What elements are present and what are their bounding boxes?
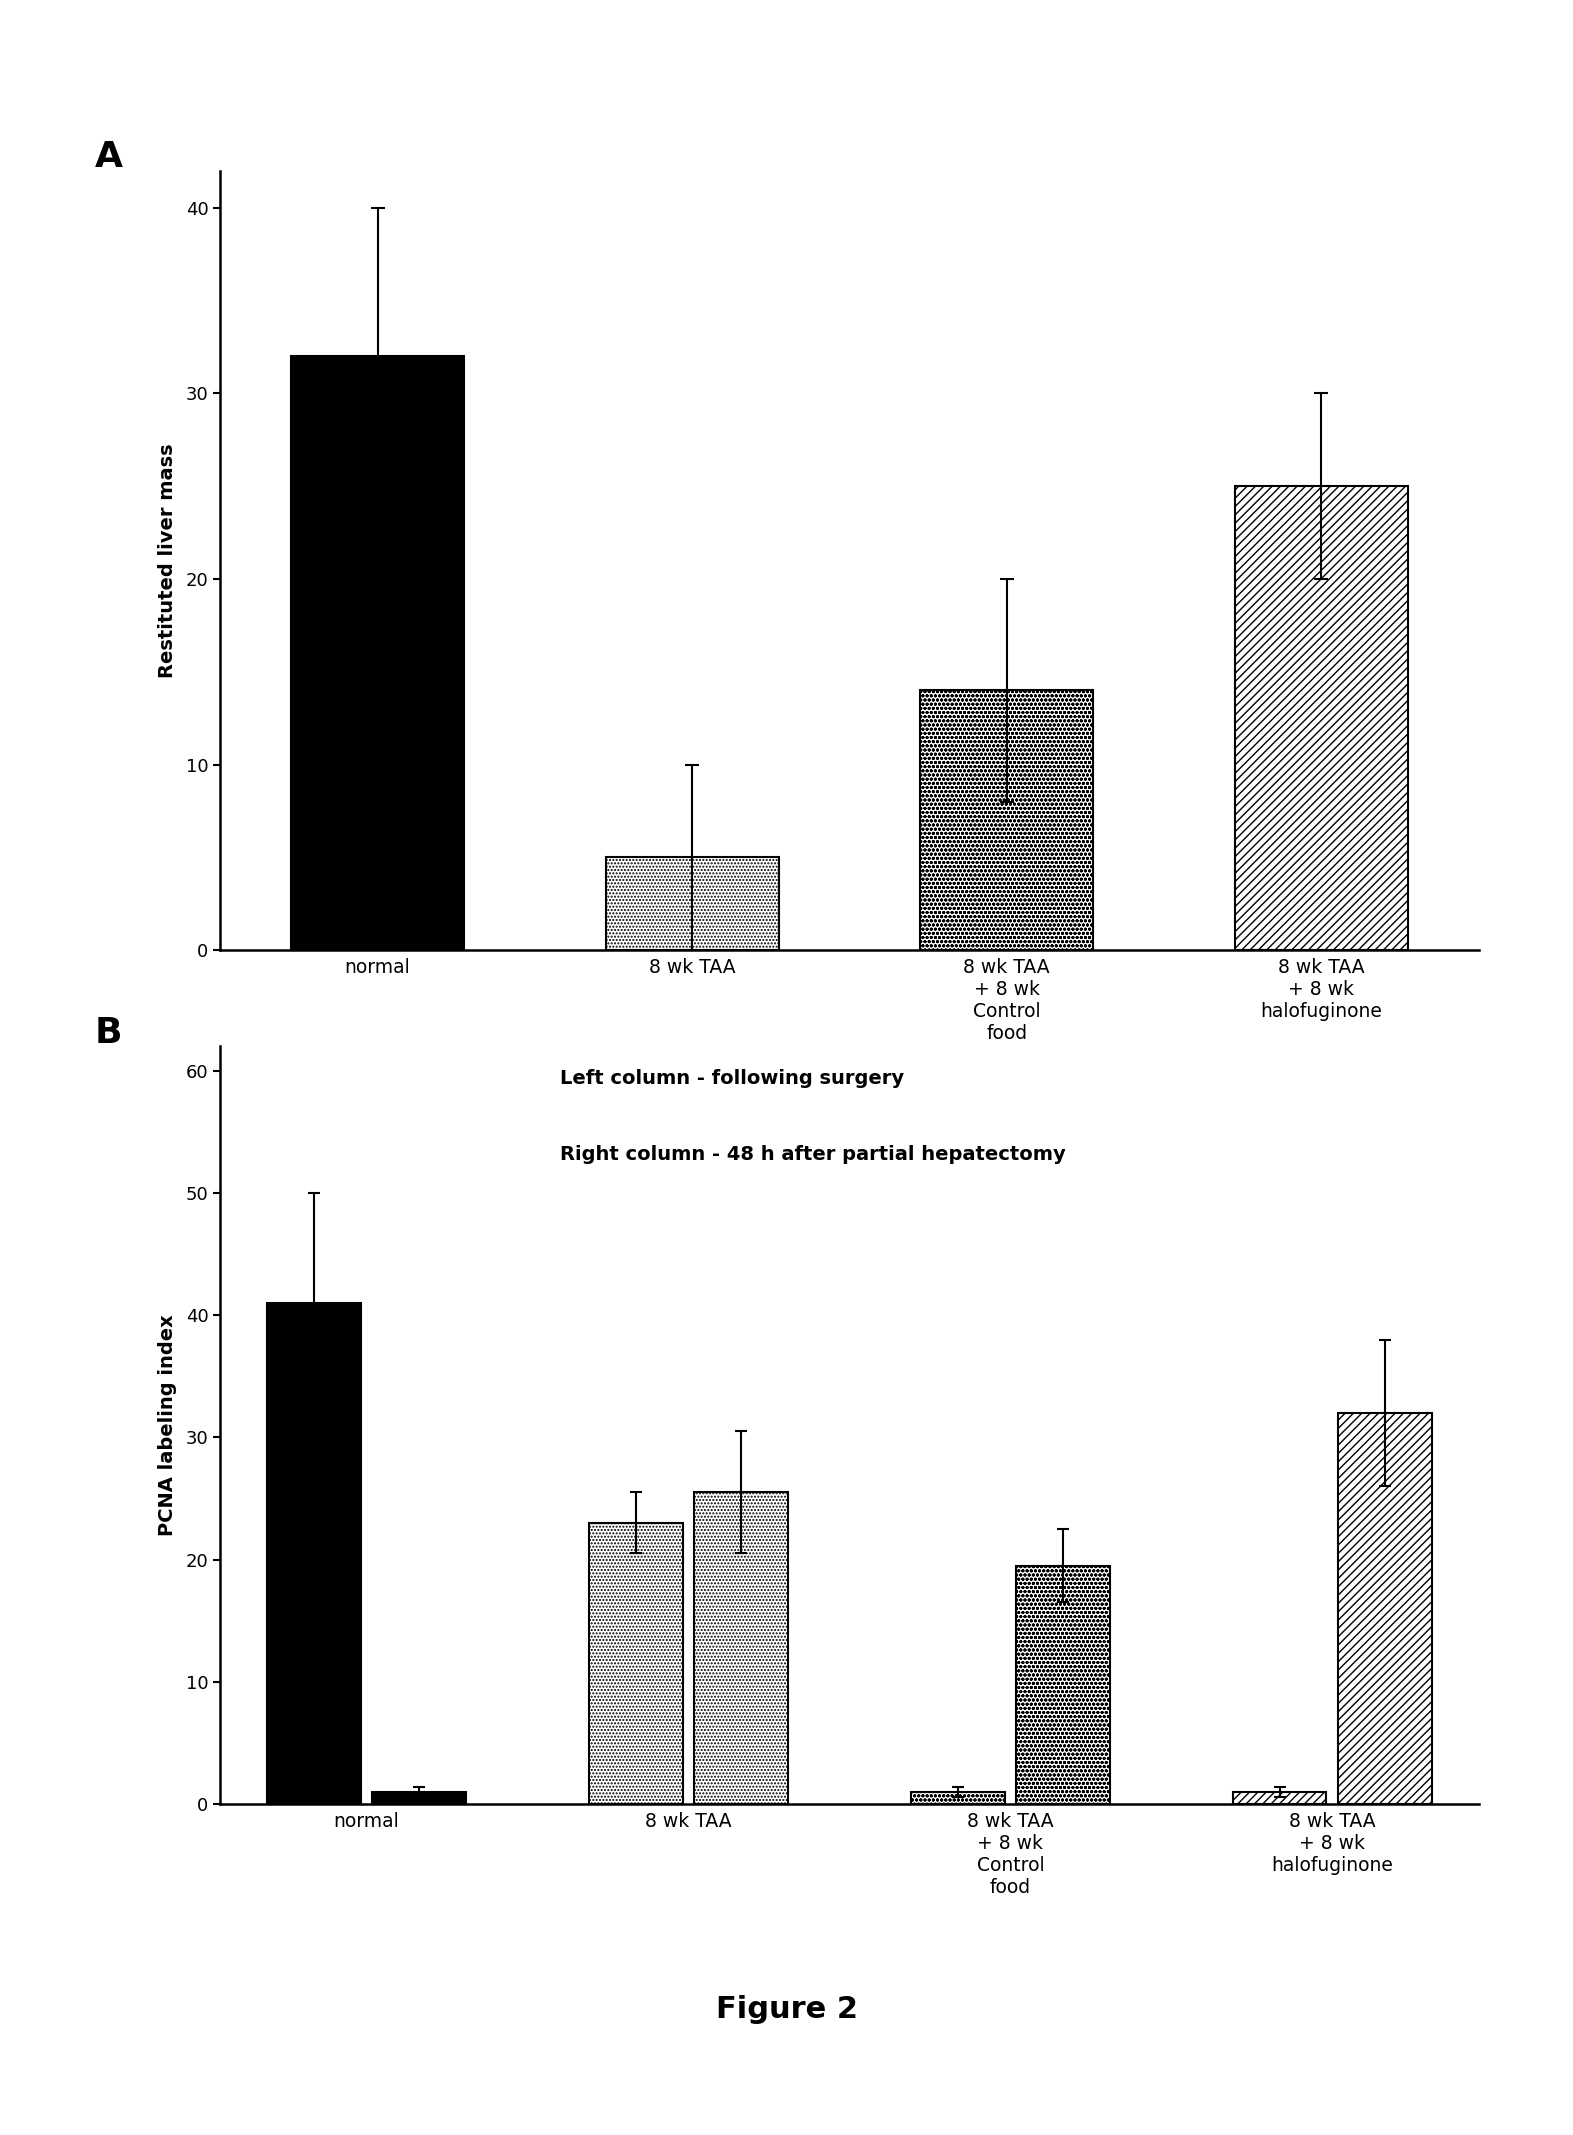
Text: B: B	[94, 1016, 121, 1050]
Y-axis label: PCNA labeling index: PCNA labeling index	[159, 1315, 178, 1535]
Text: Right column - 48 h after partial hepatectomy: Right column - 48 h after partial hepate…	[560, 1144, 1066, 1164]
Text: A: A	[94, 139, 123, 173]
Text: Left column - following surgery: Left column - following surgery	[560, 1070, 904, 1089]
Bar	[694, 1492, 788, 1804]
Bar	[267, 1302, 360, 1804]
Bar	[911, 1791, 1005, 1804]
Bar	[1235, 487, 1408, 950]
Bar	[1339, 1413, 1431, 1804]
Bar	[291, 357, 464, 950]
Y-axis label: Restituted liver mass: Restituted liver mass	[159, 444, 178, 677]
Bar	[920, 690, 1093, 950]
Bar	[1233, 1791, 1326, 1804]
Bar	[588, 1522, 683, 1804]
Text: Figure 2: Figure 2	[716, 1994, 857, 2024]
Bar	[606, 858, 779, 950]
Bar	[1016, 1565, 1111, 1804]
Bar	[373, 1791, 466, 1804]
